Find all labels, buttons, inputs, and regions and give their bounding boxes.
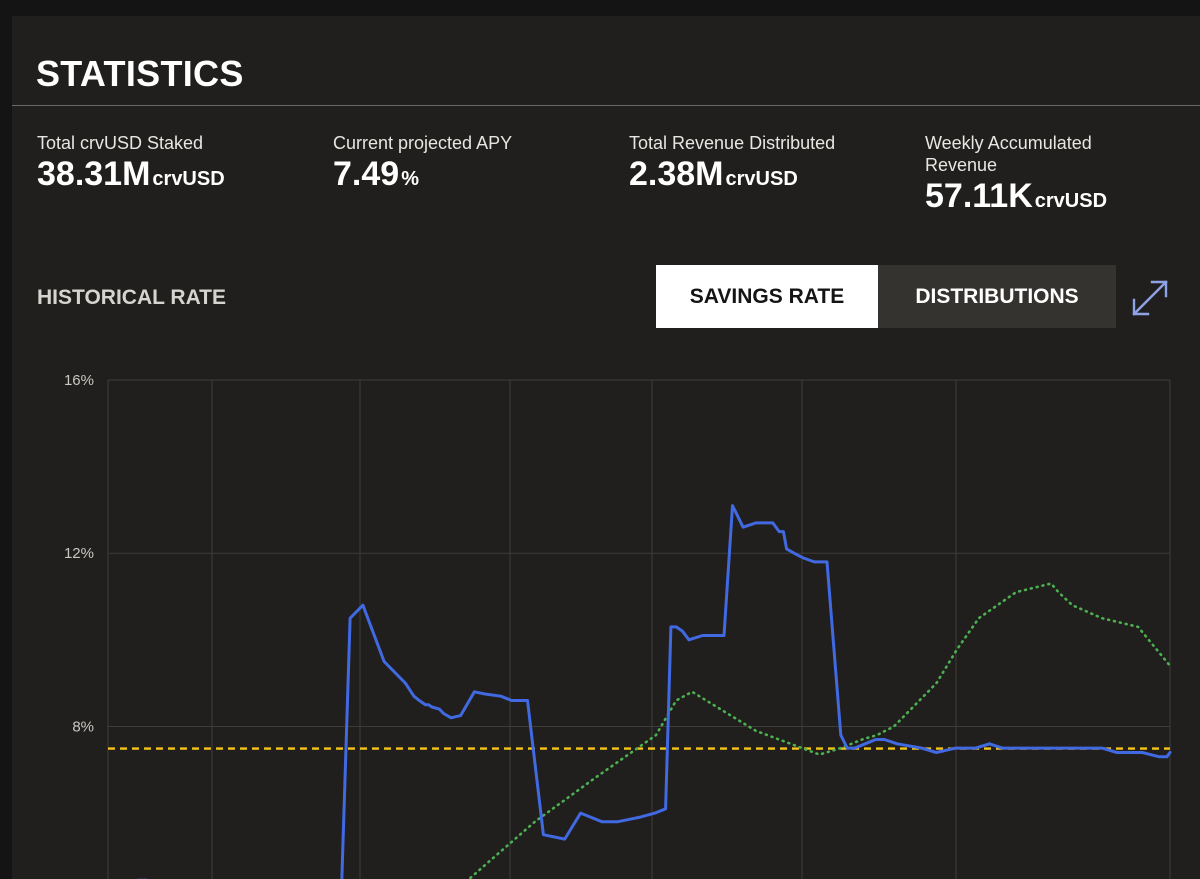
historical-rate-chart: 4%8%12%16% bbox=[12, 356, 1200, 879]
y-tick-label-2: 12% bbox=[64, 545, 94, 562]
stat-projected-apy: Current projected APY 7.49% bbox=[333, 132, 512, 199]
stat-value-number: 2.38M bbox=[629, 155, 724, 193]
stat-unit: crvUSD bbox=[725, 168, 798, 190]
tab-savings-rate[interactable]: SAVINGS RATE bbox=[656, 265, 878, 328]
stat-unit: crvUSD bbox=[152, 168, 225, 190]
y-tick-label-3: 16% bbox=[64, 372, 94, 389]
expand-chart-button[interactable] bbox=[1128, 276, 1172, 320]
stat-value-number: 38.31M bbox=[37, 155, 151, 193]
statistics-panel: STATISTICS Total crvUSD Staked 38.31M crv… bbox=[12, 16, 1200, 879]
stat-value: 7.49% bbox=[333, 154, 512, 199]
stat-label: Total crvUSD Staked bbox=[37, 133, 204, 153]
stat-unit: crvUSD bbox=[1034, 190, 1108, 212]
expand-icon bbox=[1132, 280, 1168, 316]
series-average-line bbox=[467, 582, 1172, 879]
tab-distributions[interactable]: DISTRIBUTIONS bbox=[915, 285, 1079, 308]
stat-label: Weekly Accumulated Revenue bbox=[925, 133, 1092, 175]
stat-total-staked: Total crvUSD Staked 38.31M crvUSD bbox=[37, 132, 225, 199]
stat-weekly-revenue: Weekly Accumulated Revenue 57.11K crvUSD bbox=[925, 132, 1155, 221]
stat-unit: % bbox=[401, 168, 419, 190]
chart-view-toggle: SAVINGS RATE DISTRIBUTIONS bbox=[656, 265, 1116, 328]
stat-value-number: 57.11K bbox=[925, 177, 1033, 215]
stat-value-number: 7.49 bbox=[333, 155, 400, 193]
y-tick-label-1: 8% bbox=[72, 718, 94, 735]
stat-value: 57.11K crvUSD bbox=[925, 176, 1155, 221]
statistics-header: STATISTICS bbox=[12, 16, 1200, 106]
stat-value: 2.38M crvUSD bbox=[629, 154, 835, 199]
stat-label: Current projected APY bbox=[333, 133, 513, 153]
page-title: STATISTICS bbox=[36, 53, 244, 94]
historical-rate-title: HISTORICAL RATE bbox=[37, 286, 227, 309]
stat-label: Total Revenue Distributed bbox=[629, 133, 836, 153]
stat-value: 38.31M crvUSD bbox=[37, 154, 225, 199]
stat-revenue-distributed: Total Revenue Distributed 2.38M crvUSD bbox=[629, 132, 835, 199]
series-savings-rate-line bbox=[136, 504, 1172, 879]
chart-svg: 4%8%12%16% bbox=[64, 372, 1172, 879]
